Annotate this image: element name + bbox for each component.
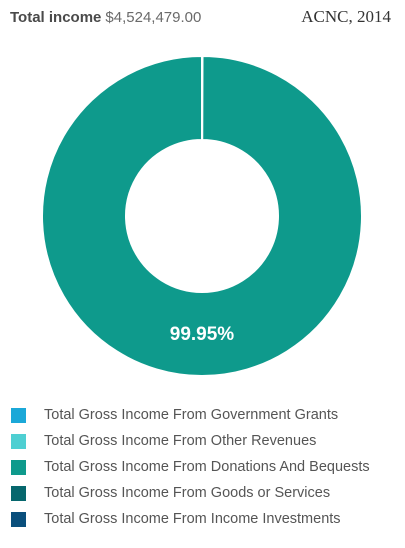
legend-label: Total Gross Income From Goods or Service…: [44, 485, 331, 501]
legend-item-goods-services[interactable]: Total Gross Income From Goods or Service…: [11, 480, 370, 506]
legend-label: Total Gross Income From Donations And Be…: [44, 459, 370, 475]
legend-swatch: [11, 511, 26, 527]
legend: Total Gross Income From Government Grant…: [11, 402, 370, 532]
legend-swatch: [11, 485, 26, 501]
total-income-header: Total income $4,524,479.00: [10, 9, 201, 26]
total-income-value: $4,524,479.00: [105, 9, 202, 26]
legend-swatch: [11, 407, 26, 423]
legend-swatch: [11, 433, 26, 449]
legend-item-government-grants[interactable]: Total Gross Income From Government Grant…: [11, 402, 370, 428]
data-label-donations: 99.95%: [170, 324, 235, 345]
legend-item-other-revenues[interactable]: Total Gross Income From Other Revenues: [11, 428, 370, 454]
donut-slice-2[interactable]: [40, 54, 363, 377]
legend-label: Total Gross Income From Other Revenues: [44, 433, 317, 449]
donut-slices: [40, 54, 363, 377]
legend-swatch: [11, 459, 26, 475]
legend-item-donations-bequests[interactable]: Total Gross Income From Donations And Be…: [11, 454, 370, 480]
donut-chart: 99.95%: [40, 54, 363, 377]
legend-item-income-investments[interactable]: Total Gross Income From Income Investmen…: [11, 506, 370, 532]
total-income-label: Total income: [10, 9, 102, 26]
legend-label: Total Gross Income From Government Grant…: [44, 407, 339, 423]
legend-label: Total Gross Income From Income Investmen…: [44, 511, 341, 527]
source-label: ACNC, 2014: [301, 7, 391, 26]
